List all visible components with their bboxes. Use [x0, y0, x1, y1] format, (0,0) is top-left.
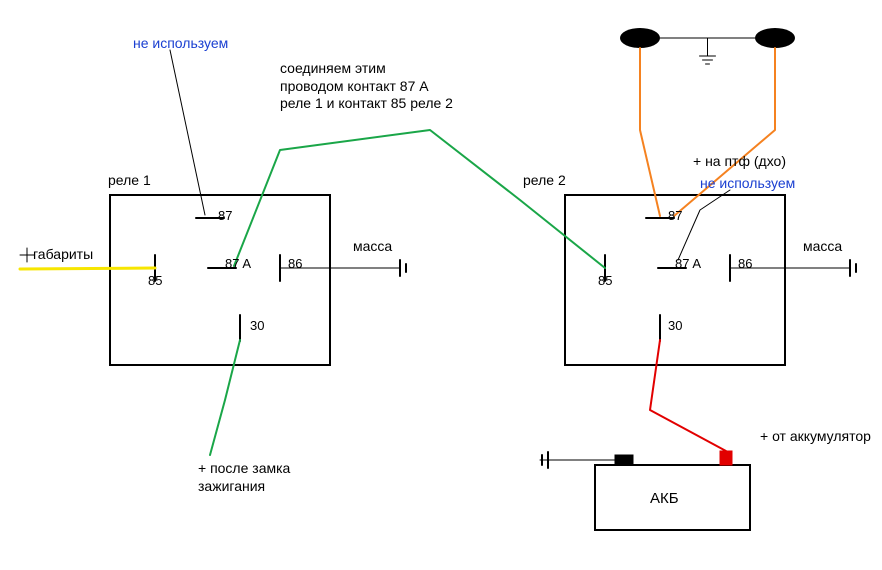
label-join-note: соединяем этим проводом контакт 87 А рел…: [280, 60, 453, 113]
wire-after-ignition: [210, 340, 240, 455]
wire-87a-to-85: [234, 130, 605, 268]
relay1-pin87-label: 87: [218, 208, 232, 223]
label-gabarity: габариты: [33, 246, 93, 262]
relay1-pin86-label: 86: [288, 256, 302, 271]
label-relay-1: реле 1: [108, 172, 151, 188]
wire-battery-plus: [650, 340, 726, 451]
relay2-pin86-label: 86: [738, 256, 752, 271]
label-ptf: + на птф (дхо): [693, 153, 786, 169]
relay1-pin85-label: 85: [148, 273, 162, 288]
relay1-pin30-label: 30: [250, 318, 264, 333]
relay2-pin87a-label: 87 A: [675, 256, 701, 271]
label-mass-1: масса: [353, 238, 392, 254]
lamp-left: [620, 28, 660, 48]
battery-label: АКБ: [650, 490, 679, 507]
label-after-ignition: + после замка зажигания: [198, 460, 290, 495]
label-relay-2: реле 2: [523, 172, 566, 188]
lamp-right: [755, 28, 795, 48]
label-not-used-2: не используем: [700, 175, 795, 191]
label-not-used-1: не используем: [133, 35, 228, 51]
wire-gabarity: [20, 268, 155, 269]
relay1-pin87a-label: 87 A: [225, 256, 251, 271]
relay2-pin30-label: 30: [668, 318, 682, 333]
wire-lamp-left: [640, 48, 660, 216]
label-from-acc: + от аккумулятор: [760, 428, 871, 444]
relay2-pin85-label: 85: [598, 273, 612, 288]
label-mass-2: масса: [803, 238, 842, 254]
relay2-pin87-label: 87: [668, 208, 682, 223]
